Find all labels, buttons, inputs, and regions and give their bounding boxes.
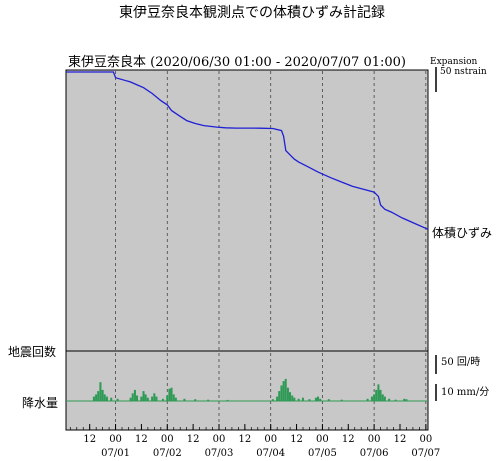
rain-bar bbox=[140, 396, 143, 401]
rain-bar bbox=[289, 392, 292, 401]
rain-bar bbox=[383, 396, 386, 401]
x-hour-label: 12 bbox=[238, 434, 251, 445]
rain-bar bbox=[317, 396, 320, 401]
rain-bar bbox=[153, 393, 156, 401]
rain-bar bbox=[161, 398, 164, 401]
rain-bar bbox=[366, 398, 369, 401]
x-hour-label: 12 bbox=[290, 434, 303, 445]
rain-bar bbox=[174, 397, 177, 401]
rain-bar bbox=[370, 396, 373, 401]
seismic-panel-label: 地震回数 bbox=[8, 344, 56, 359]
page-title: 東伊豆奈良本観測点での体積ひずみ計記録 bbox=[119, 4, 385, 21]
rain-bar bbox=[101, 389, 104, 401]
rain-bar bbox=[388, 398, 391, 401]
rain-bar bbox=[99, 382, 102, 401]
x-date-label: 07/03 bbox=[205, 448, 234, 459]
rain-bar bbox=[97, 391, 100, 401]
rain-bar bbox=[284, 378, 287, 401]
rain-bar bbox=[133, 389, 136, 401]
rain-bar bbox=[226, 399, 229, 401]
rain-scale-label: 10 mm/分 bbox=[441, 386, 489, 398]
rain-bar bbox=[403, 398, 406, 401]
rain-bar bbox=[340, 399, 343, 401]
rain-bar bbox=[394, 399, 397, 401]
x-hour-label: 00 bbox=[213, 434, 226, 445]
x-hour-label: 00 bbox=[161, 434, 174, 445]
rain-bar bbox=[291, 395, 294, 401]
rain-bar bbox=[95, 394, 98, 401]
rain-bar bbox=[286, 387, 289, 401]
rain-bar bbox=[129, 397, 132, 401]
rain-bar bbox=[314, 397, 317, 401]
rain-bar bbox=[142, 391, 145, 401]
x-hour-label: 00 bbox=[264, 434, 277, 445]
rain-bar bbox=[282, 381, 285, 401]
strain-series-label: 体積ひずみ bbox=[432, 225, 492, 240]
rain-bar bbox=[377, 384, 380, 401]
strain-scale-label: 50 nstrain bbox=[440, 67, 487, 77]
rain-bar bbox=[278, 391, 281, 401]
x-axis-date-labels: 07/01 07/02 07/03 07/04 07/05 07/06 07/07 bbox=[101, 448, 440, 459]
rain-bar bbox=[144, 394, 147, 401]
rain-bar bbox=[110, 397, 113, 401]
rain-bar bbox=[375, 389, 378, 401]
x-date-label: 07/02 bbox=[153, 448, 182, 459]
rain-bar bbox=[297, 398, 300, 401]
rain-bar bbox=[373, 394, 376, 401]
rain-bar bbox=[379, 389, 382, 401]
plot-area bbox=[65, 69, 429, 431]
rain-bar bbox=[168, 388, 171, 401]
x-date-label: 07/04 bbox=[256, 448, 285, 459]
x-axis-ticks bbox=[69, 424, 427, 430]
x-date-label: 07/06 bbox=[360, 448, 389, 459]
rain-bar bbox=[319, 398, 322, 401]
strain-line bbox=[66, 71, 429, 230]
rain-bar bbox=[183, 398, 186, 401]
x-hour-label: 12 bbox=[135, 434, 148, 445]
x-hour-label: 12 bbox=[394, 434, 407, 445]
rain-bar bbox=[155, 396, 158, 401]
rain-bar bbox=[151, 396, 154, 401]
rain-bar bbox=[280, 385, 283, 401]
rain-bar bbox=[381, 394, 384, 401]
rain-bar bbox=[271, 399, 274, 401]
x-axis-hour-labels: 12 00 12 00 12 00 12 00 12 00 12 00 12 00 bbox=[83, 434, 432, 445]
x-hour-label: 12 bbox=[187, 434, 200, 445]
rain-bar bbox=[405, 399, 408, 401]
rain-bar bbox=[92, 396, 95, 401]
rain-bar bbox=[131, 393, 134, 401]
expansion-label: Expansion bbox=[430, 57, 477, 67]
x-hour-label: 00 bbox=[419, 434, 432, 445]
rain-bar bbox=[146, 397, 149, 401]
rain-bar bbox=[172, 394, 175, 401]
x-date-label: 07/05 bbox=[308, 448, 337, 459]
rain-bar bbox=[276, 396, 279, 401]
rain-bar bbox=[327, 399, 330, 401]
rain-bar bbox=[105, 396, 108, 401]
rain-bar bbox=[308, 399, 311, 401]
chart-title: 東伊豆奈良本 (2020/06/30 01:00 - 2020/07/07 01… bbox=[68, 54, 406, 70]
x-hour-label: 12 bbox=[342, 434, 355, 445]
rain-bar bbox=[170, 387, 173, 401]
rain-bar bbox=[116, 398, 119, 401]
rain-panel-label: 降水量 bbox=[22, 396, 58, 410]
x-hour-label: 00 bbox=[368, 434, 381, 445]
rain-bar bbox=[166, 395, 169, 401]
rain-bar bbox=[103, 394, 106, 401]
seismic-scale-label: 50 回/時 bbox=[441, 356, 480, 368]
rain-bar bbox=[136, 395, 139, 401]
x-date-label: 07/01 bbox=[101, 448, 130, 459]
x-hour-label: 12 bbox=[83, 434, 96, 445]
rain-bar bbox=[194, 399, 197, 401]
rain-bars bbox=[92, 378, 408, 401]
rain-bar bbox=[301, 397, 304, 401]
rain-bar bbox=[207, 399, 210, 401]
rain-bar bbox=[293, 397, 296, 401]
x-hour-label: 00 bbox=[109, 434, 122, 445]
x-hour-label: 00 bbox=[316, 434, 329, 445]
x-date-label: 07/07 bbox=[411, 448, 440, 459]
